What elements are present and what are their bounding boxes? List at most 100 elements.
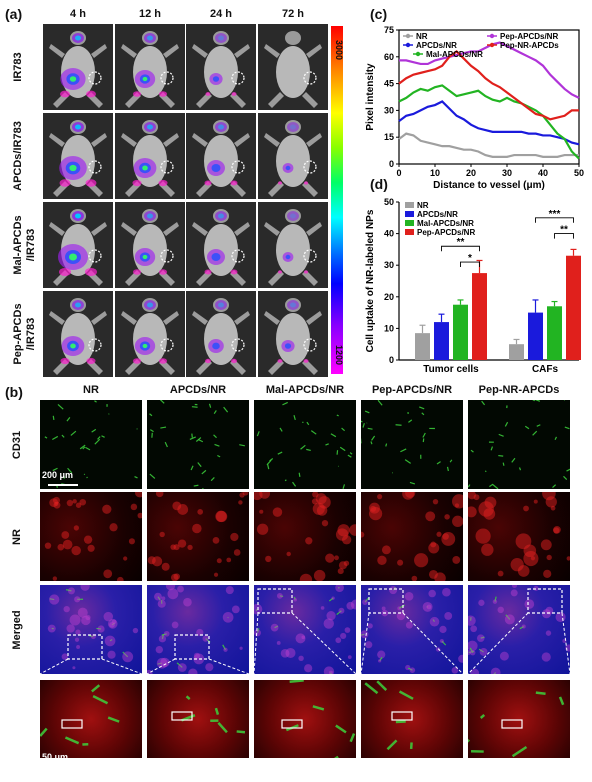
merged-signal (66, 624, 75, 633)
nr-signal (432, 498, 439, 505)
zoom-connector (468, 612, 529, 674)
vessel-stain (267, 464, 270, 470)
merged-signal (422, 601, 433, 612)
micrograph-image (468, 400, 570, 489)
mouse-image (186, 291, 256, 377)
bar (566, 255, 581, 360)
vessel-stain (441, 640, 447, 646)
merged-signal (326, 611, 336, 621)
vessel-stain (361, 420, 363, 423)
merged-signal (328, 670, 333, 674)
vessel-stain (83, 473, 86, 476)
vessel-stain (371, 435, 376, 441)
signal-blob (159, 91, 167, 97)
nr-signal (316, 505, 328, 516)
merged-signal (293, 598, 297, 602)
x-tick-label: 20 (466, 168, 476, 178)
scale-bar-bottom (48, 766, 70, 768)
mouse-arm (306, 133, 322, 147)
mouse-arm (234, 222, 250, 236)
nr-signal (523, 505, 529, 512)
tumor-marker (231, 160, 245, 174)
merged-signal (81, 615, 91, 626)
vessel-stain (535, 691, 546, 695)
merged-signal (347, 655, 352, 660)
vessel-stain (385, 443, 388, 447)
nr-signal (305, 537, 313, 545)
nr-signal (368, 502, 380, 514)
signal-blob (278, 270, 282, 274)
row-label: APCDs/IR783 (12, 121, 24, 191)
y-axis-label: Pixel intensity (365, 63, 376, 131)
zoom-region-box (501, 719, 523, 729)
signal-blob (75, 35, 81, 41)
signal-blob (287, 122, 299, 132)
merged-signal (72, 666, 76, 670)
merged-signal (470, 668, 480, 674)
mouse-arm (264, 133, 280, 147)
merged-signal (458, 654, 463, 663)
merged-signal (85, 614, 91, 621)
nr-signal (299, 573, 313, 581)
merged-signal (171, 621, 179, 629)
nr-signal (566, 556, 570, 561)
micrograph-image (147, 680, 249, 758)
vessel-stain (239, 444, 245, 447)
merged-signal (223, 647, 228, 652)
nr-signal (553, 527, 560, 534)
vessel-stain (349, 452, 353, 455)
signal-blob (60, 90, 70, 98)
mouse-arm (121, 44, 137, 58)
signal-blob (215, 33, 227, 43)
nr-signal (397, 559, 404, 566)
merged-signal (381, 606, 386, 611)
signal-blob (204, 180, 212, 186)
mouse-arm (192, 222, 208, 236)
merged-signal (196, 628, 204, 637)
signal-blob (304, 270, 308, 274)
vessel-stain (407, 667, 413, 671)
nr-signal (54, 501, 59, 506)
nr-signal (543, 569, 552, 578)
legend-label: Pep-APCDs/NR (500, 32, 558, 41)
nr-signal (242, 492, 249, 496)
nr-signal (510, 558, 524, 572)
time-label: 72 h (281, 8, 304, 20)
vessel-stain (470, 449, 474, 453)
vessel-stain (336, 414, 339, 417)
merged-signal (346, 601, 355, 610)
merged-signal (468, 640, 478, 652)
vessel-stain (400, 448, 407, 453)
signal-blob (147, 35, 153, 41)
bar (472, 273, 487, 360)
bar (509, 344, 524, 360)
y-tick-label: 0 (389, 159, 394, 169)
mouse-arm (49, 222, 65, 236)
vessel-stain (49, 598, 55, 601)
y-tick-label: 40 (384, 229, 394, 239)
merged-signal (63, 605, 70, 613)
merged-signal (362, 599, 368, 605)
bar (415, 333, 430, 360)
y-tick-label: 50 (384, 197, 394, 207)
nr-signal (405, 492, 416, 498)
merged-signal (396, 611, 406, 621)
micrograph-image (254, 492, 356, 581)
merged-signal (104, 635, 116, 647)
nr-signal (444, 514, 450, 520)
nr-signal (216, 558, 222, 564)
nr-signal (381, 545, 391, 555)
mouse-arm (121, 222, 137, 236)
zoom-region-box (281, 719, 303, 729)
mouse-arm (163, 222, 179, 236)
mouse-image (115, 113, 185, 199)
nr-signal (197, 509, 204, 515)
vessel-stain (490, 446, 494, 451)
tumor-marker (303, 249, 317, 263)
vessel-stain (370, 441, 373, 445)
signal-blob (277, 359, 283, 363)
nr-signal (79, 498, 87, 506)
signal-blob (230, 180, 238, 186)
mouse-arm (306, 222, 322, 236)
merged-signal (202, 635, 209, 642)
